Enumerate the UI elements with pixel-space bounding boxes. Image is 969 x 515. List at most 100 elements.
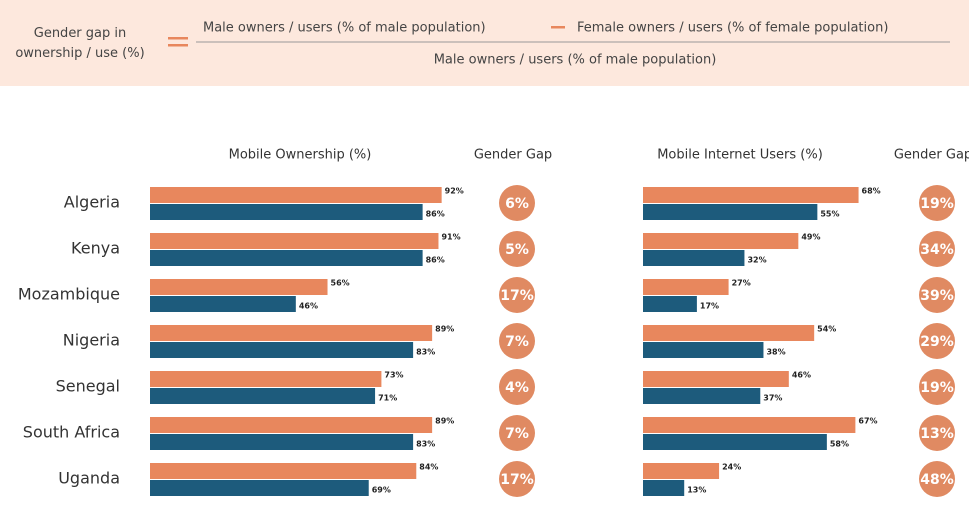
bar: [150, 296, 296, 312]
chart-title: Mobile Internet Users (%): [657, 148, 823, 163]
gap-circle: [499, 323, 535, 359]
gap-circle: [499, 369, 535, 405]
country-label: Algeria: [64, 193, 120, 212]
denominator: Male owners / users (% of male populatio…: [434, 53, 717, 68]
gap-label: 7%: [505, 334, 529, 350]
formula-banner: [0, 0, 969, 86]
bar: [643, 388, 761, 404]
bar: [150, 417, 433, 433]
value-label: 54%: [817, 325, 836, 334]
country-label: Mozambique: [18, 285, 120, 304]
gap-label: 29%: [920, 334, 954, 350]
gap-label: 48%: [920, 472, 954, 488]
value-label: 58%: [830, 440, 849, 449]
value-label: 56%: [331, 279, 350, 288]
bar: [643, 371, 789, 387]
value-label: 49%: [801, 233, 820, 242]
gap-circle: [499, 277, 535, 313]
bar: [643, 342, 764, 358]
bar: [643, 233, 799, 249]
gap-label: 5%: [505, 242, 529, 258]
value-label: 84%: [419, 463, 438, 472]
value-label: 46%: [299, 302, 318, 311]
gap-circle: [919, 231, 955, 267]
gap-circle: [499, 415, 535, 451]
gap-label: 19%: [920, 380, 954, 396]
value-label: 73%: [384, 371, 403, 380]
bar: [150, 434, 414, 450]
numerator-left: Male owners / users (% of male populatio…: [203, 21, 486, 36]
value-label: 13%: [687, 486, 706, 495]
gap-label: 4%: [505, 380, 529, 396]
gap-label: 34%: [920, 242, 954, 258]
bar: [150, 463, 417, 479]
bar: [643, 463, 720, 479]
gap-circle: [919, 415, 955, 451]
country-label: South Africa: [23, 423, 120, 442]
gap-label: 13%: [920, 426, 954, 442]
bar: [643, 325, 815, 341]
bar: [150, 342, 414, 358]
bar: [150, 187, 442, 203]
value-label: 92%: [445, 187, 464, 196]
country-label: Uganda: [58, 469, 120, 488]
value-label: 55%: [820, 210, 839, 219]
gap-circle: [919, 277, 955, 313]
bar: [150, 250, 423, 266]
value-label: 17%: [700, 302, 719, 311]
country-label: Senegal: [56, 377, 120, 396]
value-label: 37%: [763, 394, 782, 403]
value-label: 89%: [435, 325, 454, 334]
gap-label: 7%: [505, 426, 529, 442]
value-label: 24%: [722, 463, 741, 472]
gap-circle: [919, 323, 955, 359]
gap-title: Gender Gap: [894, 148, 969, 163]
value-label: 89%: [435, 417, 454, 426]
bar: [150, 204, 423, 220]
bar: [643, 480, 685, 496]
gap-circle: [919, 461, 955, 497]
bar: [643, 204, 818, 220]
value-label: 86%: [426, 210, 445, 219]
equals-sign: [168, 37, 188, 40]
value-label: 68%: [862, 187, 881, 196]
value-label: 83%: [416, 348, 435, 357]
value-label: 38%: [766, 348, 785, 357]
equals-sign: [168, 44, 188, 47]
bar: [150, 480, 369, 496]
value-label: 67%: [858, 417, 877, 426]
bar: [150, 233, 439, 249]
gap-circle: [499, 461, 535, 497]
value-label: 83%: [416, 440, 435, 449]
bar: [643, 250, 745, 266]
bar: [643, 296, 697, 312]
gap-circle: [919, 185, 955, 221]
value-label: 91%: [441, 233, 460, 242]
bar: [150, 279, 328, 295]
gap-title: Gender Gap: [474, 148, 552, 163]
bar: [150, 388, 376, 404]
bar: [643, 434, 827, 450]
gap-circle: [499, 231, 535, 267]
gap-label: 17%: [500, 288, 534, 304]
country-label: Kenya: [71, 239, 120, 258]
bar: [150, 325, 433, 341]
country-label: Nigeria: [63, 331, 120, 350]
gap-label: 39%: [920, 288, 954, 304]
chart-title: Mobile Ownership (%): [229, 148, 372, 163]
minus-sign: [551, 26, 565, 29]
gap-label: 17%: [500, 472, 534, 488]
gap-label: 6%: [505, 196, 529, 212]
value-label: 86%: [426, 256, 445, 265]
value-label: 71%: [378, 394, 397, 403]
gap-label: 19%: [920, 196, 954, 212]
formula-label: Gender gap in ownership / use (%): [15, 26, 145, 61]
gap-circle: [919, 369, 955, 405]
value-label: 69%: [372, 486, 391, 495]
numerator-right: Female owners / users (% of female popul…: [577, 21, 888, 36]
value-label: 27%: [732, 279, 751, 288]
bar: [643, 279, 729, 295]
